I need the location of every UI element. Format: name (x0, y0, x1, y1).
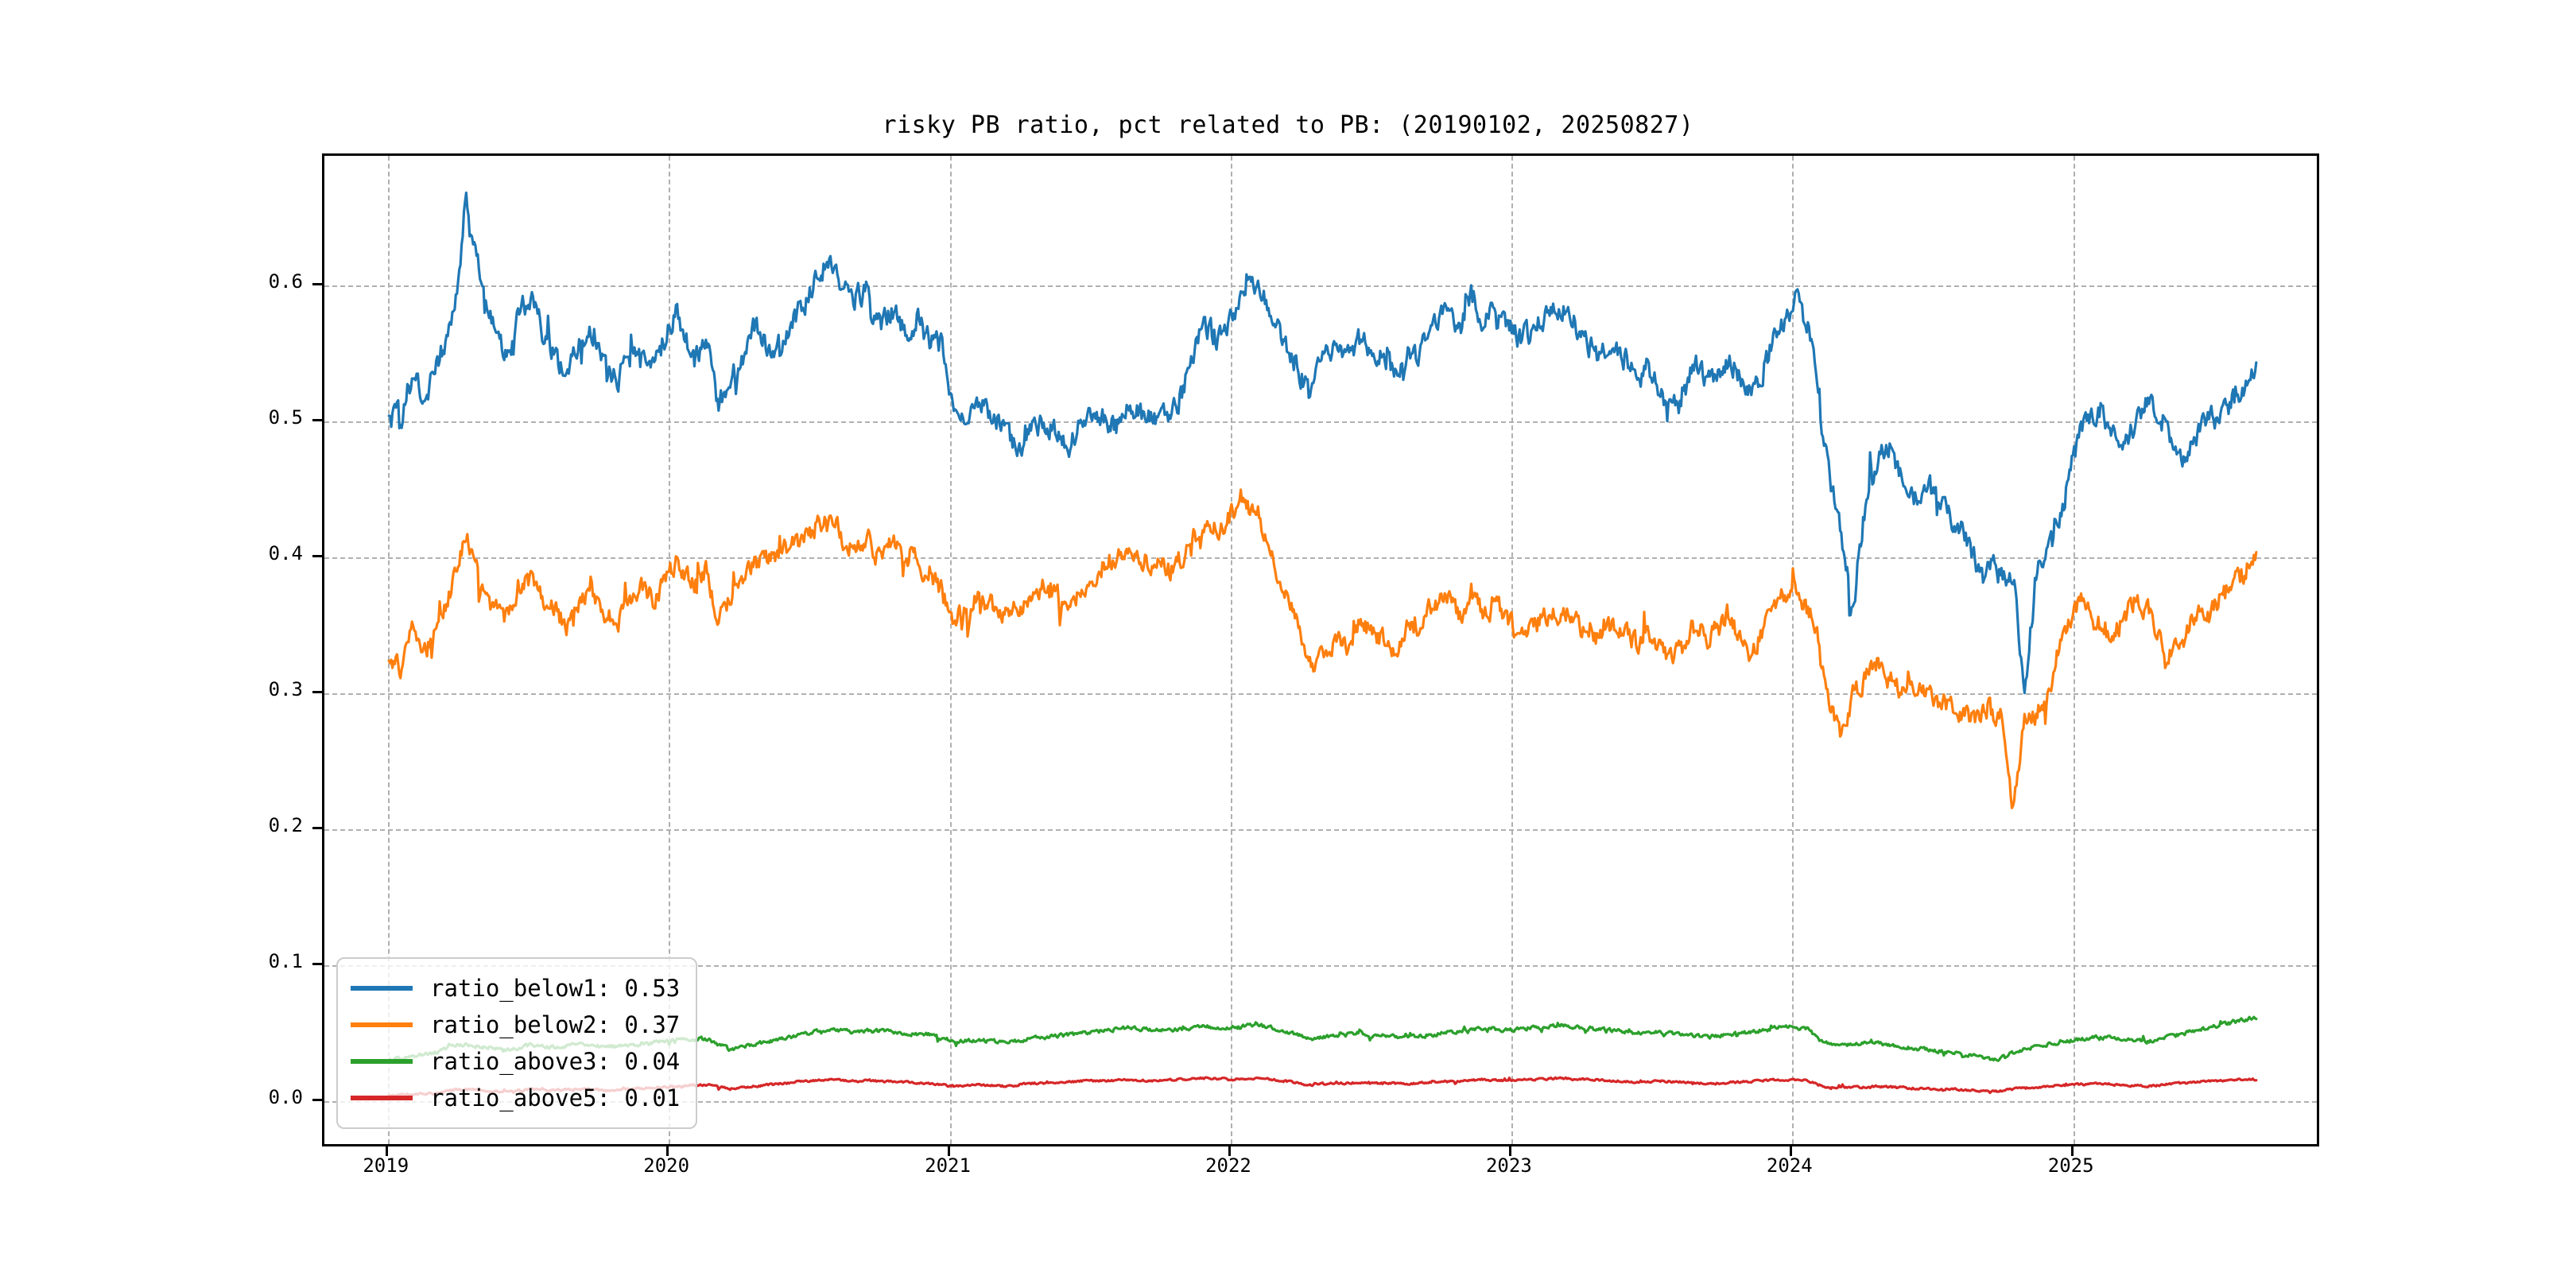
x-tick-label: 2019 (363, 1154, 409, 1177)
x-tick-mark (2070, 1146, 2074, 1156)
y-tick-mark (312, 690, 322, 693)
x-tick-label: 2023 (1485, 1154, 1532, 1177)
legend-swatch-ratio_below2 (351, 1022, 413, 1027)
x-tick-mark (666, 1146, 669, 1156)
legend-label-ratio_above3: ratio_above3: 0.04 (430, 1048, 681, 1075)
legend-label-ratio_below2: ratio_below2: 0.37 (430, 1011, 681, 1038)
line-ratio_below1 (387, 191, 2258, 695)
y-tick-mark (312, 826, 322, 829)
y-tick-mark (312, 418, 322, 421)
legend: ratio_below1: 0.53 ratio_below2: 0.37 rati… (336, 957, 698, 1129)
x-tick-mark (1789, 1146, 1792, 1156)
line-ratio_below2 (387, 488, 2258, 809)
series-lines (387, 191, 2258, 1098)
legend-item-ratio_above3[interactable]: ratio_above3: 0.04 (351, 1043, 680, 1080)
legend-label-ratio_above5: ratio_above5: 0.01 (430, 1084, 681, 1111)
x-tick-label: 2020 (643, 1154, 690, 1177)
legend-label-ratio_below1: ratio_below1: 0.53 (430, 975, 681, 1002)
legend-item-ratio_below1[interactable]: ratio_below1: 0.53 (351, 970, 680, 1007)
legend-item-ratio_below2[interactable]: ratio_below2: 0.37 (351, 1007, 680, 1043)
y-tick-label: 0.2 (268, 813, 303, 836)
y-tick-label: 0.1 (268, 950, 303, 973)
y-tick-mark (312, 963, 322, 966)
legend-item-ratio_above5[interactable]: ratio_above5: 0.01 (351, 1080, 680, 1116)
y-tick-mark (312, 554, 322, 557)
legend-swatch-ratio_above3 (351, 1059, 413, 1064)
y-tick-label: 0.3 (268, 677, 303, 700)
legend-swatch-ratio_above5 (351, 1096, 413, 1100)
y-tick-mark (312, 1099, 322, 1102)
x-tick-mark (948, 1146, 951, 1156)
x-tick-mark (1228, 1146, 1231, 1156)
line-ratio_above3 (387, 1015, 2258, 1063)
y-tick-mark (312, 282, 322, 285)
x-tick-label: 2025 (2047, 1154, 2094, 1177)
x-tick-label: 2021 (925, 1154, 971, 1177)
y-tick-label: 0.4 (268, 541, 303, 564)
x-tick-label: 2024 (1766, 1154, 1813, 1177)
x-tick-label: 2022 (1205, 1154, 1251, 1177)
x-tick-mark (1508, 1146, 1511, 1156)
x-tick-mark (386, 1146, 389, 1156)
y-tick-label: 0.5 (268, 405, 303, 429)
line-ratio_above5 (387, 1076, 2258, 1098)
legend-swatch-ratio_below1 (351, 986, 413, 991)
chart-title: risky PB ratio, pct related to PB: (2019… (882, 111, 1694, 139)
y-tick-label: 0.6 (268, 270, 303, 293)
y-tick-label: 0.0 (268, 1086, 303, 1109)
